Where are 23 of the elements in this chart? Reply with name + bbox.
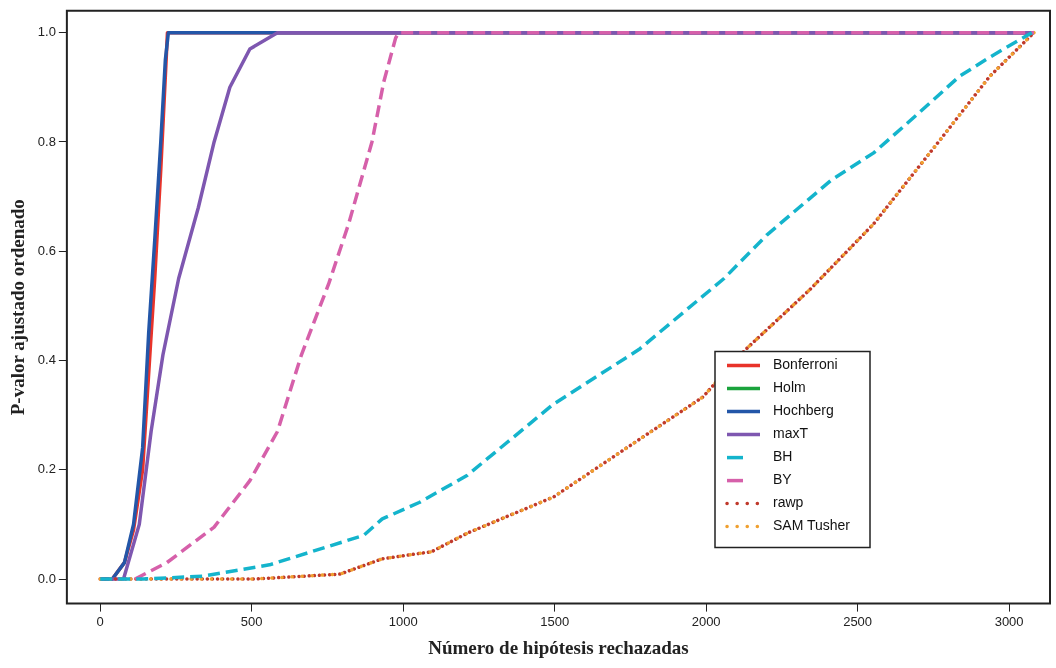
y-tick-label: 0.6	[37, 242, 56, 258]
legend-label: Bonferroni	[773, 356, 838, 373]
legend-label: BY	[773, 471, 793, 488]
legend-label: rawp	[773, 494, 804, 511]
y-tick-label: 0.0	[37, 570, 56, 586]
x-axis-title: Número de hipótesis rechazadas	[428, 636, 689, 658]
y-axis-title: P-valor ajustado ordenado	[7, 199, 29, 416]
legend-label: SAM Tusher	[773, 517, 851, 534]
x-tick-label: 1500	[540, 613, 570, 629]
y-tick-label: 0.2	[37, 461, 56, 477]
x-tick-label: 2000	[691, 613, 721, 629]
y-tick-label: 0.4	[37, 352, 56, 368]
x-tick-label: 3000	[994, 613, 1024, 629]
x-tick-label: 500	[240, 613, 263, 629]
y-tick-label: 1.0	[37, 24, 56, 40]
y-tick-label: 0.8	[37, 133, 56, 149]
legend-label: Holm	[773, 379, 806, 396]
legend-label: BH	[773, 448, 793, 465]
x-tick-label: 1000	[388, 613, 418, 629]
x-tick-label: 0	[96, 613, 104, 629]
legend-label: maxT	[773, 425, 809, 442]
x-tick-label: 2500	[843, 613, 873, 629]
legend-label: Hochberg	[773, 402, 834, 419]
